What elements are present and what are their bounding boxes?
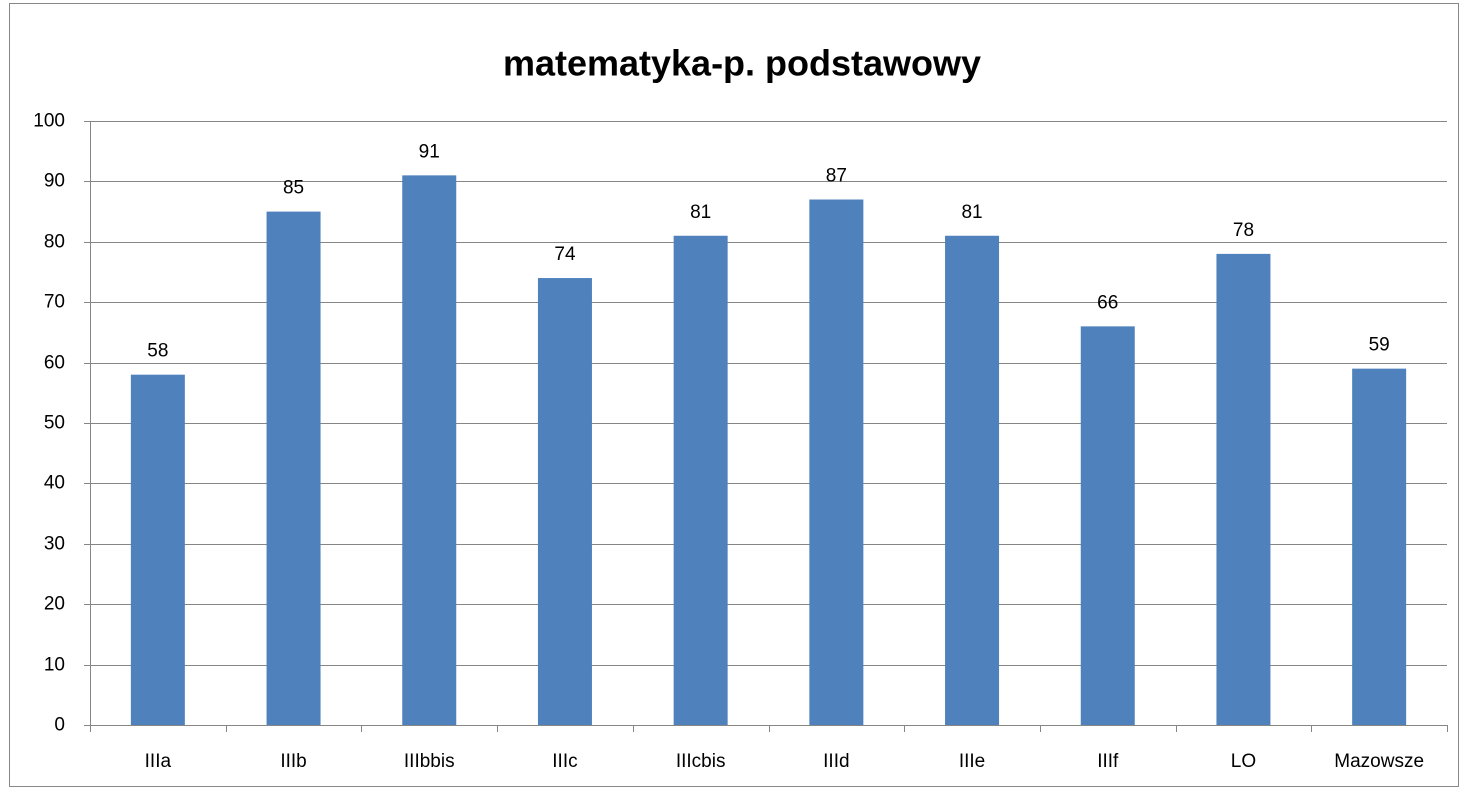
x-tick-label: IIIf [1097, 751, 1119, 772]
x-tick-label: IIIbbis [404, 751, 455, 772]
y-tick-label: 60 [44, 353, 65, 374]
value-label: 91 [419, 141, 440, 162]
value-label: 58 [147, 341, 168, 362]
y-tick-label: 20 [44, 594, 65, 615]
bar [1216, 253, 1271, 725]
bar [402, 175, 457, 726]
x-tick-label: IIIc [552, 751, 577, 772]
value-label: 81 [690, 202, 711, 223]
value-label: 78 [1233, 220, 1254, 241]
bar [1080, 326, 1135, 725]
bar [809, 199, 864, 725]
y-tick-label: 100 [33, 111, 65, 132]
chart-title: matematyka-p. podstawowy [503, 43, 981, 84]
y-tick-label: 40 [44, 473, 65, 494]
x-tick-label: IIIe [959, 751, 985, 772]
value-label: 85 [283, 178, 304, 199]
x-tick-label: IIId [823, 751, 849, 772]
bar [537, 278, 592, 725]
y-tick-label: 30 [44, 534, 65, 555]
value-label: 81 [961, 202, 982, 223]
bar [673, 235, 728, 725]
value-label: 59 [1369, 335, 1390, 356]
x-tick-label: IIIa [145, 751, 172, 772]
y-tick-label: 90 [44, 171, 65, 192]
x-tick-label: LO [1231, 751, 1256, 772]
x-tick-label: Mazowsze [1334, 751, 1424, 772]
bar [1352, 368, 1407, 725]
value-label: 74 [554, 244, 576, 265]
value-label: 87 [826, 166, 847, 187]
bar [130, 374, 185, 725]
x-tick-label: IIIcbis [676, 751, 726, 772]
y-tick-label: 50 [44, 413, 65, 434]
y-tick-label: 70 [44, 292, 65, 313]
x-tick-label: IIIb [280, 751, 306, 772]
y-tick-label: 0 [54, 715, 65, 736]
bar [266, 211, 321, 726]
bar [945, 235, 1000, 725]
value-label: 66 [1097, 292, 1118, 313]
y-tick-label: 10 [44, 655, 65, 676]
y-tick-label: 80 [44, 232, 65, 253]
